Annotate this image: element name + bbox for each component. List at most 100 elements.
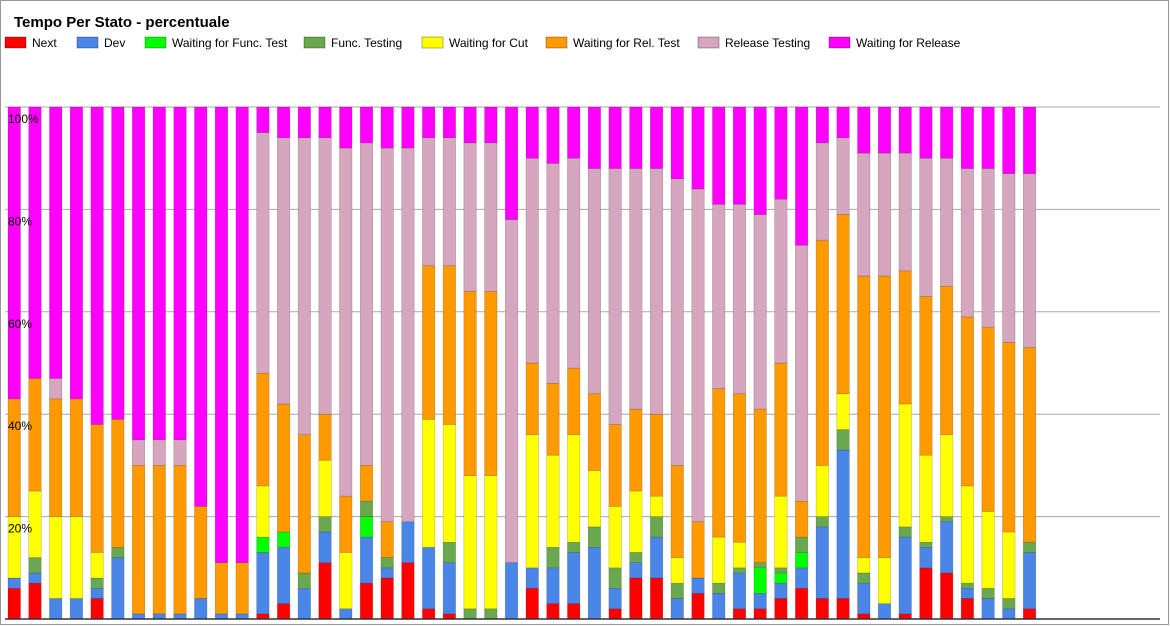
bar-segment [69,106,83,400]
bar-segment [380,567,394,579]
bar-segment [49,598,63,620]
bar-segment [1022,541,1037,553]
bar-segment [815,516,829,528]
bar-segment [28,582,42,620]
bar-segment [608,506,622,569]
bar-segment [940,285,954,435]
bar-segment [712,106,726,205]
bar-segment [359,465,374,502]
bar-segment [940,434,954,517]
bar-segment [546,106,560,164]
bar-segment [795,244,809,502]
bar-segment [981,168,995,328]
bar-segment [898,536,912,615]
bar-segment [815,598,829,620]
bar-segment [670,465,684,558]
bar-segment [49,398,63,517]
bar-segment [587,526,601,548]
legend-swatch [697,36,720,49]
bar-segment [587,393,601,471]
bar-segment [670,178,684,466]
bar-segment [691,521,705,579]
bar-segment [960,598,974,620]
bar-segment [567,367,581,435]
bar-segment [774,362,788,497]
bar-segment [297,587,311,620]
bar-segment [152,439,166,466]
bar-segment [442,106,456,139]
bar-segment [1002,608,1016,620]
bar-segment [28,106,42,379]
bar-segment [504,562,519,620]
bar-segment [256,536,270,553]
bar-segment [442,265,456,425]
bar-segment [877,275,892,558]
bar-segment [940,521,954,574]
bar-segment [318,562,332,620]
bar-segment [90,424,104,553]
bar-segment [857,613,871,620]
bar-segment [981,587,995,599]
bar-segment [795,567,809,589]
bar-segment [732,203,747,395]
bar-segment [940,572,954,620]
bar-segment [1022,173,1037,348]
bar-segment [546,383,560,456]
bar-segment [670,598,684,620]
bar-segment [712,582,726,594]
bar-segment [940,106,954,159]
bar-segment [401,562,415,620]
bar-segment [484,142,498,292]
bar-segment [919,567,933,620]
bar-segment [898,270,912,405]
bar-segment [173,106,187,441]
legend-label: Func. Testing [331,36,402,50]
bar-segment [981,598,995,620]
bar-segment [877,603,892,620]
bar-segment [256,372,270,487]
bar-segment [339,608,353,620]
bar-segment [815,526,829,599]
bar-segment [795,500,809,538]
bar-segment [422,265,436,420]
bar-segment [69,398,83,517]
bar-segment [359,536,374,584]
bar-segment [277,547,291,604]
bar-segment [173,465,187,615]
bar-segment [132,613,146,620]
bar-segment [629,490,643,553]
bar-segment [753,106,767,215]
bar-segment [380,521,394,558]
bar-segment [712,536,726,584]
bar-segment [629,168,643,410]
bar-segment [836,106,850,139]
bar-segment [318,413,332,461]
bar-segment [132,439,146,466]
bar-segment [670,106,684,179]
bar-segment [214,106,228,563]
bar-segment [339,495,353,553]
bar-segment [546,163,560,384]
bar-segment [463,106,477,144]
bar-segment [359,106,374,144]
bar-segment [919,547,933,569]
bar-segment [960,106,974,169]
bar-segment [650,495,664,517]
legend-label: Waiting for Release [856,36,961,50]
bar-segment [919,106,933,159]
bar-segment [857,557,871,574]
bar-segment [49,378,63,400]
bar-segment [981,511,995,589]
bar-segment [712,388,726,538]
bar-segment [670,582,684,599]
bar-segment [629,552,643,563]
bar-segment [525,362,539,435]
bar-segment [422,137,436,267]
bar-segment [235,106,249,563]
bar-segment [650,413,664,497]
bar-segment [857,106,871,154]
bar-segment [712,203,726,389]
bar-segment [7,577,21,589]
bar-segment [1022,106,1037,174]
bar-segment [650,577,664,620]
